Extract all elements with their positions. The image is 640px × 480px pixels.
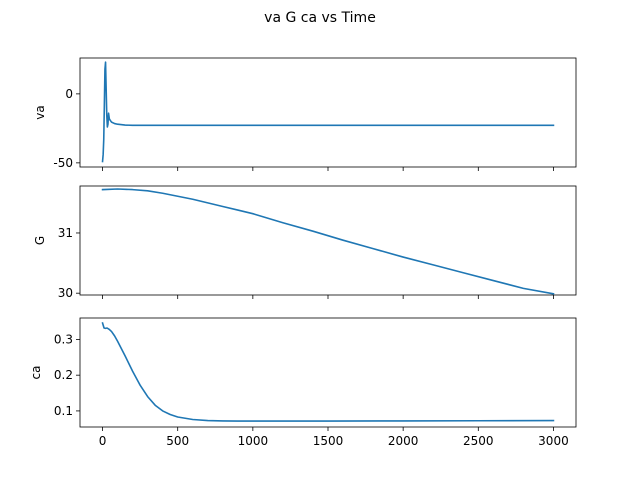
y-tick-label: 0 <box>65 87 73 101</box>
y-axis-label: ca <box>29 366 43 380</box>
x-tick-label: 500 <box>166 434 189 448</box>
y-tick-label: 0.1 <box>54 404 73 418</box>
y-tick-label: -50 <box>53 156 73 170</box>
x-tick-label: 1500 <box>313 434 344 448</box>
plot-area-frame <box>79 317 577 428</box>
y-tick-label: 0.2 <box>54 368 73 382</box>
y-tick-label: 31 <box>58 226 73 240</box>
subplot-va: va 0 -50 <box>33 57 577 171</box>
x-tick-label: 3000 <box>538 434 569 448</box>
y-axis-label: G <box>33 236 47 245</box>
series-line-G <box>101 188 555 295</box>
subplot-ca: ca 0 500 1000 1500 2000 2500 3000 0.3 0.2 0.1 <box>29 317 577 448</box>
x-tick-label: 1000 <box>238 434 269 448</box>
y-axis-label: va <box>33 105 47 119</box>
x-tick-label: 0 <box>99 434 107 448</box>
y-tick-label: 30 <box>58 286 73 300</box>
y-tick-label: 0.3 <box>54 332 73 346</box>
series-line-ca <box>101 322 555 422</box>
plot-area-frame <box>79 185 577 296</box>
x-tick-label: 2000 <box>388 434 419 448</box>
x-tick-label: 2500 <box>463 434 494 448</box>
chart-title: va G ca vs Time <box>264 10 376 26</box>
plot-area-frame <box>79 57 577 168</box>
series-line-va <box>101 61 555 163</box>
subplot-G: G 31 30 <box>33 185 577 300</box>
